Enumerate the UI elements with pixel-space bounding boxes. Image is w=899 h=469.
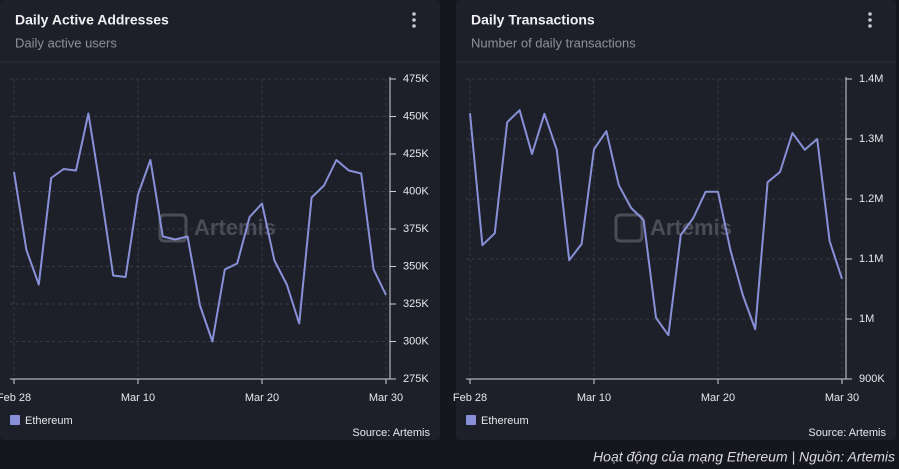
menu-dot (412, 24, 416, 28)
legend-swatch (466, 415, 476, 425)
watermark-logo (158, 213, 188, 243)
source: Source: Artemis (352, 427, 430, 439)
x-tick-label: Mar 20 (701, 392, 735, 404)
menu-dot (868, 12, 872, 16)
data-line (13, 112, 387, 343)
y-tick-label: 375K (403, 223, 429, 235)
x-tick-label: Mar 10 (577, 392, 611, 404)
y-tick-label: 450K (403, 110, 429, 122)
y-tick-label: 1.2M (859, 193, 883, 205)
legend-label: Ethereum (25, 415, 73, 427)
chart-panel: Daily Active Addresses Daily active users… (0, 0, 440, 440)
menu-dot (868, 24, 872, 28)
x-tick-label: Mar 30 (825, 392, 859, 404)
watermark: Artemis (650, 215, 732, 240)
data-line (469, 109, 843, 337)
caption: Hoạt động của mạng Ethereum | Nguồn: Art… (593, 449, 895, 465)
y-tick-label: 475K (403, 73, 429, 85)
x-tick-label: Mar 30 (369, 392, 403, 404)
x-tick-label: Mar 10 (121, 392, 155, 404)
y-tick-label: 350K (403, 260, 429, 272)
x-tick-label: Feb 28 (453, 392, 487, 404)
chart-subtitle: Daily active users (15, 35, 117, 50)
watermark: Artemis (194, 215, 276, 240)
chart-subtitle: Number of daily transactions (471, 35, 636, 50)
watermark-logo (614, 213, 644, 243)
y-tick-label: 325K (403, 298, 429, 310)
legend-label: Ethereum (481, 415, 529, 427)
y-tick-label: 1.3M (859, 133, 883, 145)
y-tick-label: 300K (403, 335, 429, 347)
y-tick-label: 1M (859, 313, 874, 325)
panel-background (0, 0, 440, 440)
y-tick-label: 900K (859, 373, 885, 385)
panel-background (456, 0, 896, 440)
menu-dot (412, 12, 416, 16)
menu-dot (412, 18, 416, 22)
source: Source: Artemis (808, 427, 886, 439)
y-tick-label: 400K (403, 185, 429, 197)
menu-dot (868, 18, 872, 22)
x-tick-label: Mar 20 (245, 392, 279, 404)
y-tick-label: 1.4M (859, 73, 883, 85)
chart-title: Daily Active Addresses (15, 12, 169, 28)
y-tick-label: 1.1M (859, 253, 883, 265)
legend-swatch (10, 415, 20, 425)
chart-panel: Daily Transactions Number of daily transa… (453, 0, 896, 440)
y-tick-label: 275K (403, 373, 429, 385)
chart-title: Daily Transactions (471, 12, 595, 28)
y-tick-label: 425K (403, 148, 429, 160)
x-tick-label: Feb 28 (0, 392, 31, 404)
